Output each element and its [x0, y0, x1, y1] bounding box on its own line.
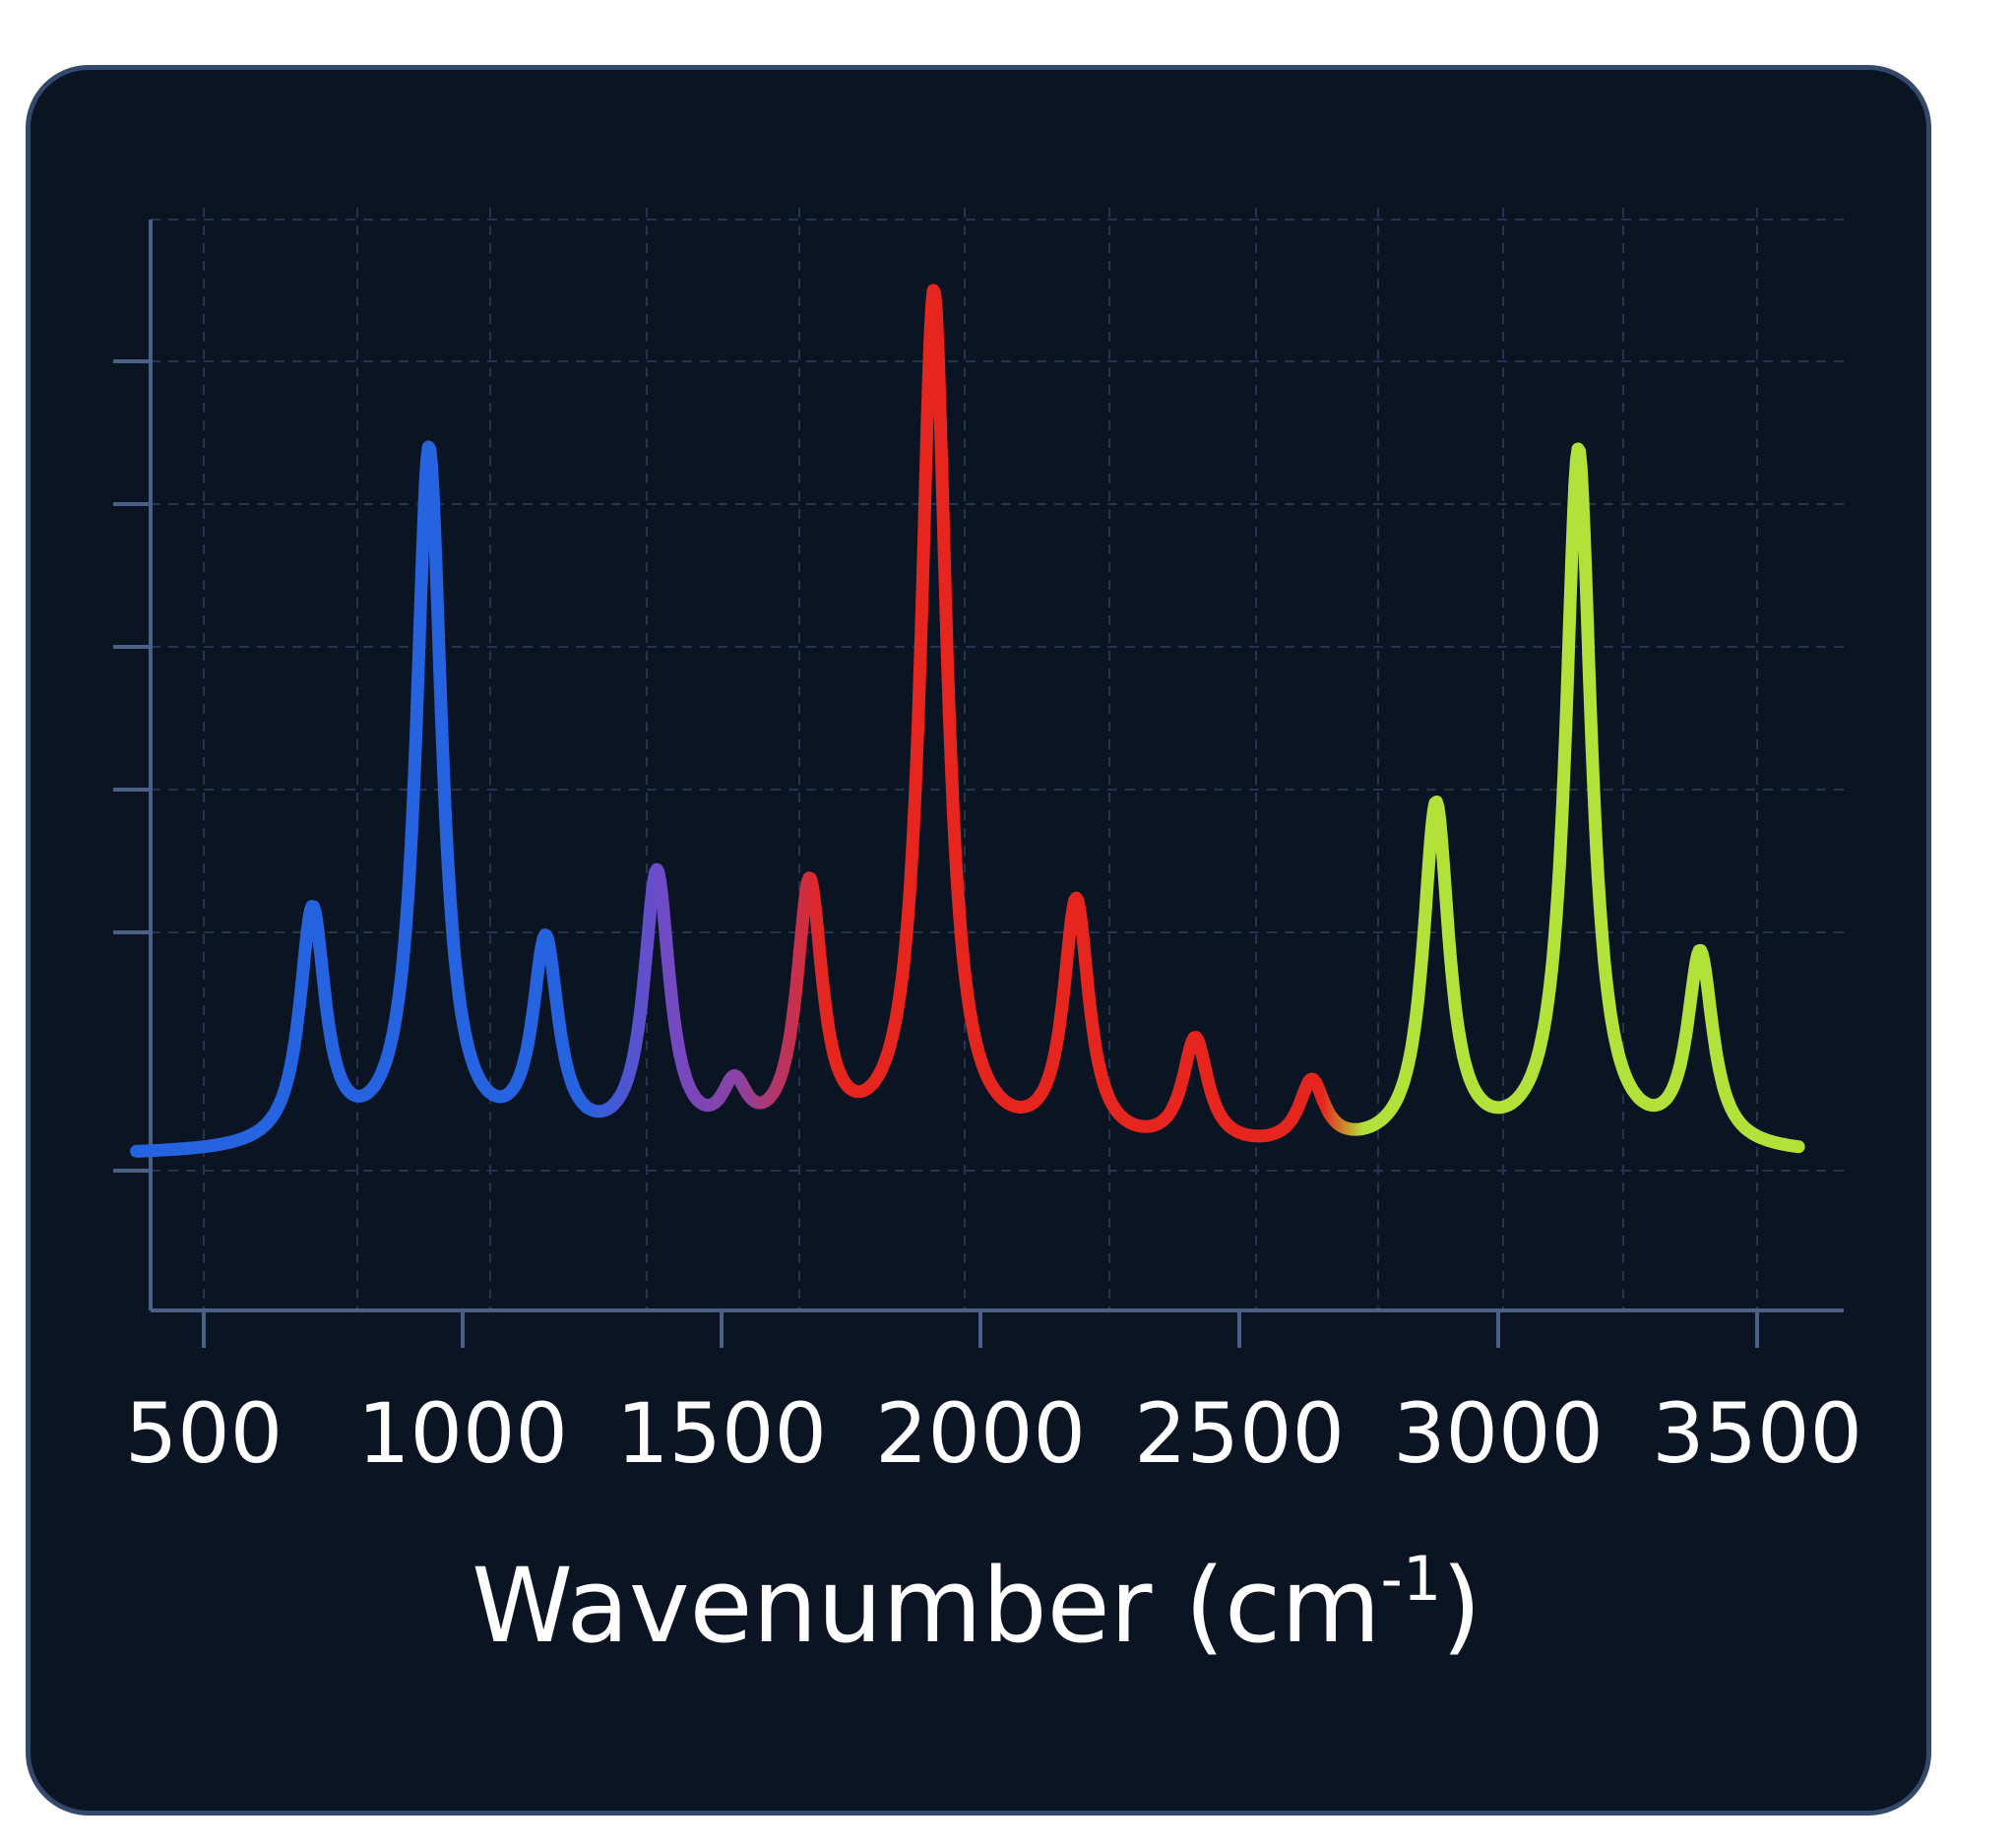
grid	[151, 208, 1844, 1310]
x-tick-label: 3500	[1652, 1385, 1862, 1482]
x-axis-title: Wavenumber (cm-1)	[472, 1543, 1481, 1666]
x-tick-label: 500	[125, 1385, 283, 1482]
x-tick-label: 1000	[357, 1385, 568, 1482]
spectrum-line	[130, 284, 1805, 1158]
chart-panel: 500 1000 1500 2000 2500 3000 3500 Wavenumber (…	[26, 65, 1931, 1816]
x-tick-label: 2000	[875, 1385, 1086, 1482]
x-tick-labels: 500 1000 1500 2000 2500 3000 3500	[125, 1385, 1862, 1482]
x-tick-label: 1500	[616, 1385, 827, 1482]
axes	[113, 220, 1844, 1312]
x-axis-title-superscript: -1	[1381, 1543, 1442, 1615]
x-tick-label: 3000	[1393, 1385, 1604, 1482]
x-axis-title-close: )	[1441, 1546, 1481, 1666]
x-tick-label: 2500	[1134, 1385, 1345, 1482]
spectrum-chart: 500 1000 1500 2000 2500 3000 3500 Wavenumber (…	[113, 208, 1862, 1666]
x-ticks	[202, 1310, 1759, 1348]
x-axis-title-text: Wavenumber (cm	[472, 1546, 1380, 1666]
